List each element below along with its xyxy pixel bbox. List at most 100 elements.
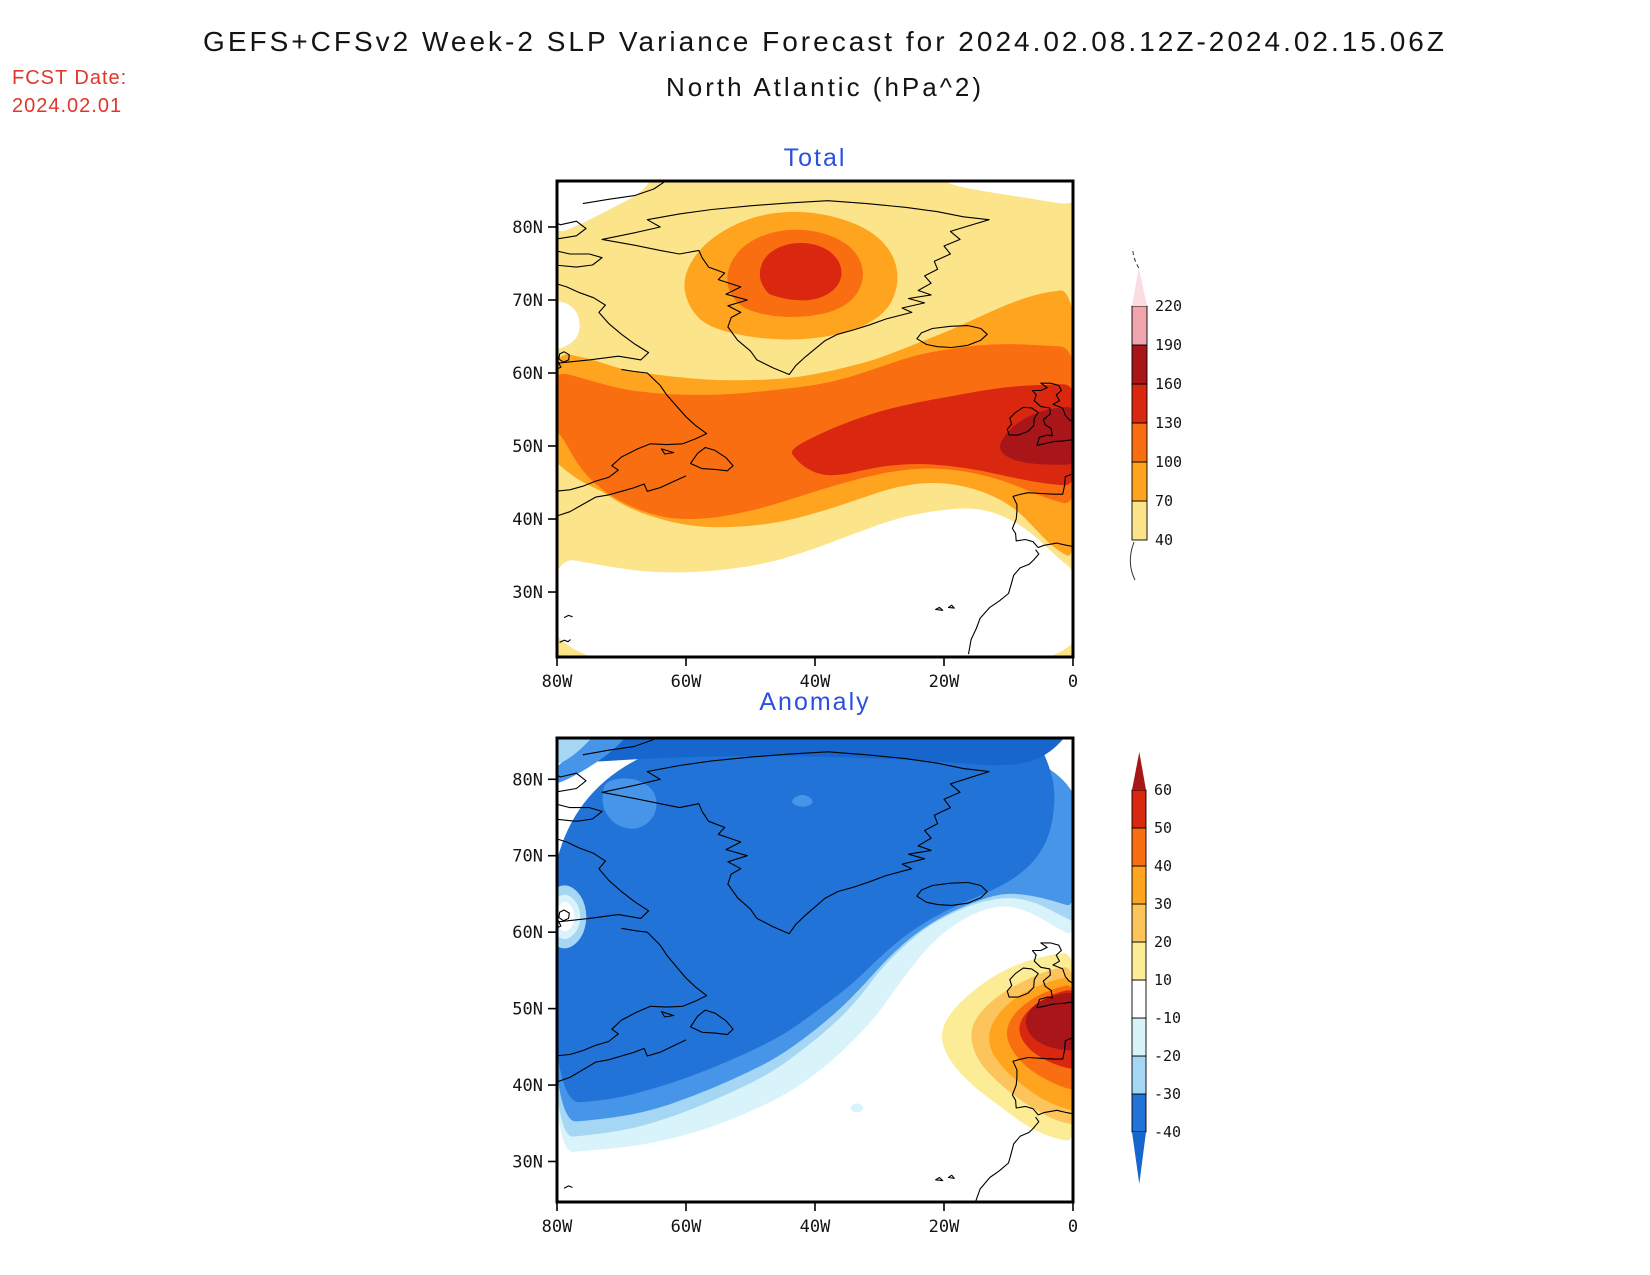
colorbar-tick-label: -30 <box>1154 1085 1181 1103</box>
contour-fill-lblue <box>557 738 592 764</box>
lon-tick-label: 20W <box>929 672 960 692</box>
coastline-morocco <box>974 1116 1040 1202</box>
coastline-novascotia-maine <box>557 1039 687 1083</box>
colorbar-segment <box>1131 305 1148 346</box>
contour-fill-white <box>557 508 1073 657</box>
fcst-date-label: FCST Date: <box>12 67 128 89</box>
lon-tick-label: 40W <box>800 672 831 692</box>
lat-tick-label: 80N <box>512 770 543 790</box>
contour-fill-red <box>791 384 1073 486</box>
coastline-ireland <box>1006 967 1039 998</box>
colorbar-segment <box>1131 344 1148 385</box>
coastline-bahamas-1 <box>560 1211 571 1214</box>
coastline-greenland <box>601 751 990 935</box>
coastline-arctic-coast <box>582 738 657 756</box>
coastline-baffin <box>557 283 650 364</box>
lat-tick-label: 60N <box>512 364 543 384</box>
lon-tick-label: 80W <box>542 672 573 692</box>
contour-fill-white <box>557 181 650 232</box>
coastline-newfoundland <box>689 446 734 472</box>
contour-fill-white <box>557 301 580 349</box>
coastline-lake-1 <box>558 351 570 363</box>
colorbar-tick-label: -20 <box>1154 1047 1181 1065</box>
contour-fill-dblue <box>557 738 1055 1103</box>
lon-tick-label: 60W <box>671 1217 702 1237</box>
colorbar-segment <box>1131 500 1148 541</box>
colorbar-segment <box>1131 865 1147 905</box>
coastline-ellesmere <box>557 220 587 240</box>
total-map: 80N 70N 60N 50N 40N 30N 80W 60W 40W 20W 0 <box>512 179 1078 692</box>
coastline-morocco <box>967 549 1040 655</box>
lat-tick-label: 50N <box>512 437 543 457</box>
lon-tick-label: 60W <box>671 672 702 692</box>
coastline-canary-2 <box>947 1174 955 1179</box>
colorbar-segment <box>1131 903 1147 943</box>
coastline-great-britain <box>1031 942 1073 1009</box>
lat-tick-label: 40N <box>512 1076 543 1096</box>
colorbar-taper <box>1132 268 1147 306</box>
subtitle: North Atlantic (hPa^2) <box>665 72 985 102</box>
colorbar-tick-label: 10 <box>1154 971 1172 989</box>
colorbar-segment <box>1131 383 1148 424</box>
colorbar-tick-label: 30 <box>1154 895 1172 913</box>
coastline-labrador-stlawrence <box>557 368 708 492</box>
colorbar-top-curve <box>1132 248 1140 269</box>
lat-tick-label: 30N <box>512 583 543 603</box>
contour-fill-dor <box>557 344 1073 519</box>
lon-tick-label: 20W <box>929 1217 960 1237</box>
contour-fill-dred <box>1000 406 1073 465</box>
coastline-canary-2 <box>947 604 955 609</box>
contour-fill-white <box>944 181 1073 204</box>
colorbar-segment <box>1131 1055 1147 1095</box>
anomaly-colorbar: -40 -30 -20 -10 10 20 30 40 50 60 <box>1131 752 1181 1184</box>
contour-fill-mblue <box>792 794 813 807</box>
colorbar-segment <box>1131 461 1148 502</box>
colorbar-tick-label: 160 <box>1155 375 1182 393</box>
lon-tick-label: 40W <box>800 1217 831 1237</box>
colorbar-tick-label: 60 <box>1154 781 1172 799</box>
coastline-bahamas-2 <box>563 1185 573 1189</box>
fcst-date-value: 2024.02.01 <box>12 95 123 117</box>
coastline-bahamas-1 <box>559 639 571 643</box>
contour-fill-mblue <box>557 738 625 783</box>
coastline-france-iberia <box>1011 473 1073 549</box>
panel-title-anomaly: Anomaly <box>759 688 871 716</box>
contour-fill-mblue <box>602 778 657 829</box>
lat-tick-label: 60N <box>512 923 543 943</box>
colorbar-tick-label: 40 <box>1155 531 1173 549</box>
coastline-canary-1 <box>935 606 944 611</box>
colorbar-segment <box>1131 1017 1147 1057</box>
main-title: GEFS+CFSv2 Week-2 SLP Variance Forecast … <box>203 26 1447 57</box>
coastline-baffin <box>557 838 650 923</box>
coastline-iceland <box>916 881 988 906</box>
colorbar-tick-label: 100 <box>1155 453 1182 471</box>
coastline-lake-1 <box>558 909 570 922</box>
coastline-labrador-stlawrence <box>557 927 708 1057</box>
anomaly-map: 80N 70N 60N 50N 40N 30N 80W 60W 40W 20W 0 <box>512 736 1078 1237</box>
lat-tick-label: 40N <box>512 510 543 530</box>
lat-tick-label: 30N <box>512 1152 543 1172</box>
colorbar-tick-label: 220 <box>1155 297 1182 315</box>
colorbar-bottom-curve <box>1129 541 1136 581</box>
lat-tick-label: 70N <box>512 847 543 867</box>
coastline-devon-island <box>557 250 603 268</box>
colorbar-up-arrow <box>1132 752 1146 790</box>
colorbar-tick-label: -40 <box>1154 1123 1181 1141</box>
colorbar-segment <box>1131 941 1147 981</box>
coastline-greenland <box>601 200 990 376</box>
colorbar-tick-label: 130 <box>1155 414 1182 432</box>
coastline-arctic-coast <box>582 181 667 205</box>
lat-tick-label: 80N <box>512 218 543 238</box>
fcst-date-block: FCST Date: 2024.02.01 <box>12 64 127 120</box>
coastline-anticosti <box>660 1011 675 1018</box>
colorbar-segment <box>1131 979 1147 1019</box>
colorbar-tick-label: 190 <box>1155 336 1182 354</box>
lat-tick-label: 50N <box>512 1000 543 1020</box>
colorbar-tick-label: 20 <box>1154 933 1172 951</box>
lon-tick-label: 0 <box>1068 672 1078 692</box>
colorbar-tick-label: -10 <box>1154 1009 1181 1027</box>
coastline-devon-island <box>557 803 603 822</box>
coastline-anticosti <box>660 448 675 455</box>
colorbar-segment <box>1131 1093 1147 1133</box>
